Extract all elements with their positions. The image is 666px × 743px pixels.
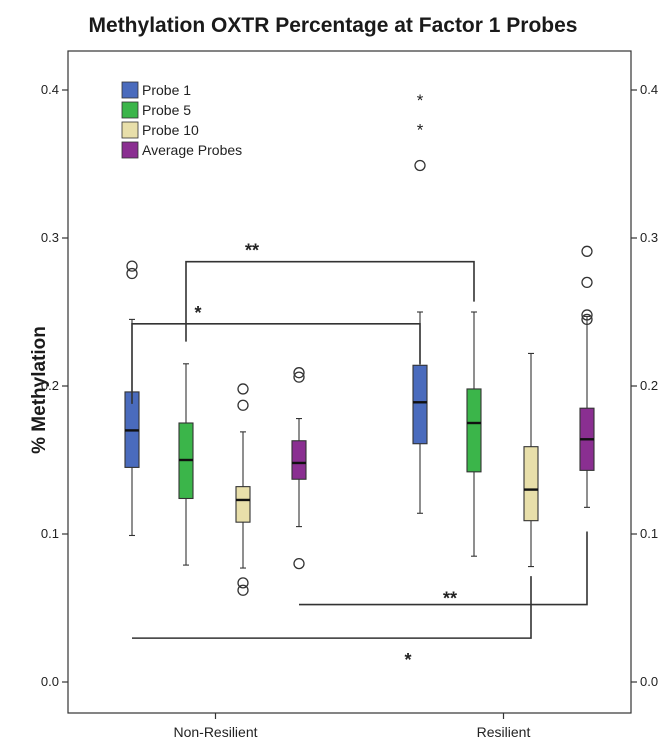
outlier-circle [581, 276, 593, 289]
y-tick-label-left: 0.1 [41, 526, 59, 541]
x-tick-label: Non-Resilient [173, 724, 257, 740]
y-tick-label-left: 0.2 [41, 378, 59, 393]
y-tick-label-right: 0.0 [640, 674, 658, 689]
significance-label: ** [245, 241, 259, 261]
y-tick-label-right: 0.4 [640, 82, 658, 97]
significance-label: ** [443, 589, 457, 609]
legend-label: Probe 5 [142, 102, 191, 118]
outlier-circle [293, 367, 305, 379]
outlier-circle [237, 399, 249, 411]
outlier-circle [293, 371, 305, 383]
outlier-circle [237, 584, 249, 596]
outlier-circle [237, 577, 249, 589]
legend-swatch [121, 121, 139, 139]
outlier-star: * [417, 91, 424, 110]
significance-bracket [131, 323, 421, 404]
legend-label: Probe 1 [142, 82, 191, 98]
plot-frame [67, 50, 632, 714]
outlier-circle [293, 557, 305, 570]
outlier-circle [581, 313, 593, 326]
legend-swatch [121, 81, 139, 99]
outlier-circle [581, 245, 593, 257]
outlier-circle [126, 267, 138, 280]
legend-swatch [121, 141, 139, 159]
outlier-circle [237, 383, 249, 395]
legend-label: Probe 10 [142, 122, 199, 138]
y-tick-label-right: 0.2 [640, 378, 658, 393]
significance-bracket [132, 576, 532, 639]
significance-bracket [185, 260, 475, 342]
outlier-star: * [417, 120, 424, 139]
box [412, 364, 428, 445]
box [291, 440, 307, 480]
significance-label: * [404, 650, 411, 670]
outlier-circle [126, 260, 138, 272]
x-tick-label: Resilient [477, 724, 531, 740]
legend-label: Average Probes [142, 142, 242, 158]
box [235, 486, 251, 523]
box [523, 446, 539, 522]
y-tick-label-left: 0.4 [41, 82, 59, 97]
significance-bracket [299, 531, 588, 606]
outlier-circle [414, 159, 426, 172]
box [466, 388, 482, 473]
chart-title: Methylation OXTR Percentage at Factor 1 … [88, 14, 578, 37]
significance-label: * [194, 303, 201, 323]
y-tick-label-left: 0.3 [41, 230, 59, 245]
outlier-circle [581, 309, 593, 321]
legend-swatch [121, 101, 139, 119]
y-tick-label-left: 0.0 [41, 674, 59, 689]
y-tick-label-right: 0.3 [640, 230, 658, 245]
y-tick-label-right: 0.1 [640, 526, 658, 541]
